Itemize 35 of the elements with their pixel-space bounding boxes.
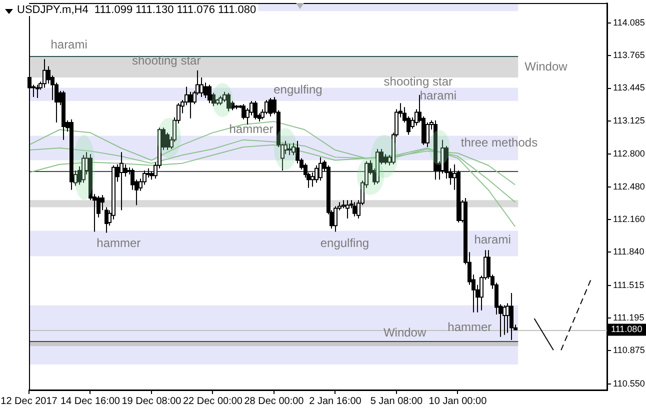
annotation: harami — [420, 88, 457, 102]
y-tick-label: 111.515 — [613, 280, 644, 290]
x-tick-label: 28 Dec 00:00 — [244, 396, 304, 407]
annotation: Window — [524, 59, 568, 74]
annotation: shooting star — [384, 74, 453, 88]
annotation: harami — [474, 232, 511, 246]
annotation: hammer — [96, 236, 141, 250]
x-tick-label: 10 Jan 00:00 — [428, 396, 488, 407]
y-tick-label: 114.085 — [613, 17, 645, 28]
y-tick-label: 113.765 — [613, 50, 645, 60]
annotation: harami — [50, 37, 88, 52]
x-tick-label: 19 Dec 08:00 — [122, 396, 182, 407]
x-tick-label: 12 Dec 2017 — [0, 396, 58, 407]
y-tick-label: 112.480 — [613, 181, 645, 192]
x-tick-label: 14 Dec 16:00 — [60, 396, 120, 407]
annotation: Window — [383, 325, 426, 340]
y-tick-label: 113.445 — [613, 82, 645, 93]
x-tick-label: 5 Jan 08:00 — [370, 396, 424, 407]
annotation: three methods — [460, 135, 538, 150]
ref-line-label: 111.080 — [611, 324, 642, 334]
y-tick-label: 111.840 — [613, 246, 644, 257]
annotation: hammer — [229, 122, 274, 136]
annotation: hammer — [448, 320, 492, 334]
annotation: shooting star — [132, 53, 201, 68]
y-tick-label: 113.125 — [613, 115, 645, 126]
y-tick-label: 112.800 — [613, 148, 645, 159]
y-tick-label: 112.160 — [613, 214, 645, 224]
y-tick-label: 110.550 — [613, 378, 645, 388]
y-tick-label: 110.875 — [613, 345, 645, 356]
x-tick-label: 2 Jan 16:00 — [309, 396, 362, 407]
x-tick-label: 22 Dec 00:00 — [182, 396, 243, 407]
chart-title: USDJPY.m,H4 111.099 111.130 111.076 111.080 — [15, 4, 258, 16]
annotation: engulfing — [320, 236, 370, 250]
annotation: engulfing — [274, 82, 322, 96]
y-tick-label: 111.195 — [613, 312, 644, 322]
